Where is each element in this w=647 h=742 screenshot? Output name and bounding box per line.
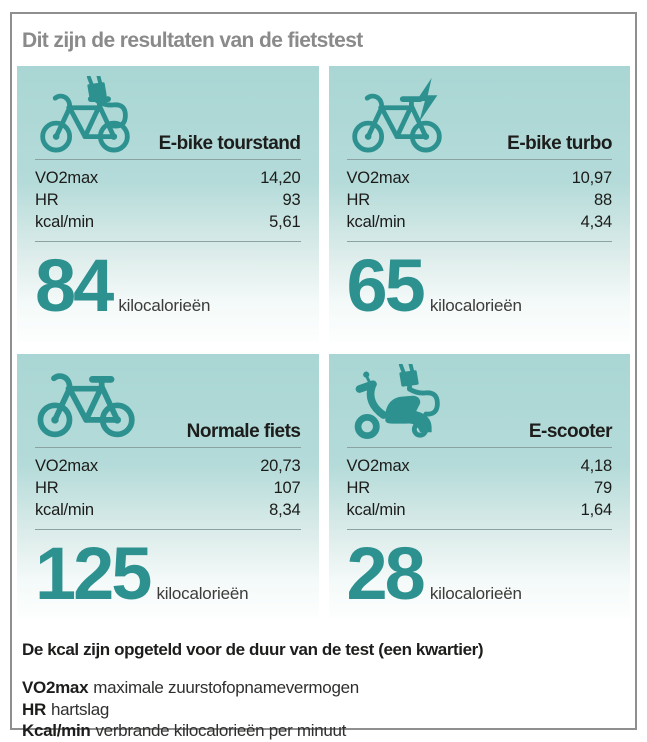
metric-row-hr: HR 107: [35, 477, 301, 499]
metric-label: kcal/min: [35, 501, 94, 519]
card-title: E-scooter: [528, 421, 613, 442]
divider: [35, 447, 301, 448]
result-card-ebike-tourstand: E-bike tourstand VO2max 14,20 HR 93 kcal…: [17, 66, 319, 342]
total-kcal: 125 kilocalorieën: [35, 532, 301, 615]
legend-row-kcalmin: Kcal/min verbrande kilocalorieën per minu…: [22, 720, 625, 742]
total-kcal-unit: kilocalorieën: [118, 296, 211, 315]
card-header: E-bike turbo: [347, 66, 612, 159]
card-title: Normale fiets: [186, 421, 301, 442]
total-kcal-value: 125: [35, 532, 152, 615]
metric-value: 88: [594, 191, 612, 209]
metrics-table: VO2max 10,97 HR 88 kcal/min 4,34: [347, 160, 613, 241]
result-card-normale-fiets: Normale fiets VO2max 20,73 HR 107 kcal/m…: [17, 354, 319, 618]
metric-label: VO2max: [35, 457, 98, 475]
metric-row-vo2max: VO2max 10,97: [347, 167, 613, 189]
metric-label: VO2max: [346, 457, 410, 475]
e-scooter-charging-plug-icon: [347, 362, 447, 441]
divider: [346, 241, 612, 242]
metric-row-vo2max: VO2max 4,18: [347, 455, 613, 477]
metric-row-hr: HR 93: [35, 189, 301, 211]
total-kcal: 28 kilocalorieën: [346, 532, 613, 615]
metric-row-vo2max: VO2max 14,20: [35, 167, 301, 189]
metric-row-hr: HR 88: [347, 189, 613, 211]
divider: [35, 529, 301, 530]
metric-value: 14,20: [260, 169, 301, 187]
e-bike-charging-plug-icon: [35, 74, 135, 153]
metric-value: 8,34: [269, 501, 301, 519]
divider: [346, 447, 612, 448]
card-header: Normale fiets: [35, 354, 301, 447]
metric-label: HR: [346, 479, 371, 497]
divider: [35, 159, 301, 160]
footer: De kcal zijn opgeteld voor de duur van d…: [22, 640, 625, 742]
metric-row-kcalmin: kcal/min 8,34: [35, 499, 301, 521]
metric-value: 10,97: [571, 169, 612, 187]
footnote: De kcal zijn opgeteld voor de duur van d…: [22, 640, 484, 659]
metric-label: HR: [346, 191, 371, 209]
metric-row-hr: HR 79: [347, 477, 613, 499]
legend-term: VO2max: [22, 678, 89, 697]
results-card-grid: E-bike tourstand VO2max 14,20 HR 93 kcal…: [17, 66, 630, 618]
metric-row-kcalmin: kcal/min 5,61: [35, 211, 301, 233]
card-title: E-bike tourstand: [158, 133, 301, 154]
metric-label: VO2max: [35, 169, 98, 187]
legend-term: Kcal/min: [22, 721, 91, 740]
metric-value: 79: [594, 479, 612, 497]
metrics-table: VO2max 20,73 HR 107 kcal/min 8,34: [35, 448, 301, 529]
metric-label: HR: [35, 191, 59, 209]
metric-value: 4,34: [580, 213, 613, 231]
total-kcal-unit: kilocalorieën: [429, 296, 522, 315]
infographic-frame: Dit zijn de resultaten van de fietstest: [10, 12, 637, 740]
total-kcal: 65 kilocalorieën: [346, 244, 613, 327]
metrics-table: VO2max 14,20 HR 93 kcal/min 5,61: [35, 160, 301, 241]
total-kcal-value: 28: [346, 532, 426, 615]
metric-value: 5,61: [269, 213, 301, 231]
total-kcal: 84 kilocalorieën: [35, 244, 301, 327]
legend-definition: verbrande kilocalorieën per minuut: [95, 721, 347, 740]
metric-value: 93: [282, 191, 301, 209]
result-card-ebike-turbo: E-bike turbo VO2max 10,97 HR 88 kcal/min…: [328, 66, 630, 342]
legend-term: HR: [22, 699, 46, 719]
legend-definition: maximale zuurstofopnamevermogen: [93, 678, 359, 697]
metric-label: kcal/min: [346, 213, 406, 231]
metric-row-kcalmin: kcal/min 4,34: [347, 211, 613, 233]
divider: [346, 159, 612, 160]
total-kcal-value: 65: [346, 244, 426, 327]
card-header: E-scooter: [347, 354, 613, 447]
divider: [346, 529, 612, 530]
total-kcal-unit: kilocalorieën: [156, 584, 249, 603]
e-bike-lightning-bolt-icon: [347, 76, 447, 153]
metric-value: 4,18: [580, 457, 613, 475]
metrics-table: VO2max 4,18 HR 79 kcal/min 1,64: [347, 448, 613, 529]
card-title: E-bike turbo: [507, 133, 612, 154]
metric-value: 1,64: [580, 501, 613, 519]
metric-row-kcalmin: kcal/min 1,64: [347, 499, 613, 521]
result-card-escooter: E-scooter VO2max 4,18 HR 79 kcal/min 1,6…: [328, 354, 630, 618]
legend-definition: hartslag: [50, 699, 110, 719]
card-header: E-bike tourstand: [35, 66, 301, 159]
legend: VO2max maximale zuurstofopnamevermogen HR…: [22, 677, 625, 742]
metric-label: HR: [35, 479, 59, 497]
metric-value: 107: [273, 479, 301, 497]
total-kcal-unit: kilocalorieën: [429, 584, 522, 603]
bicycle-icon: [35, 364, 135, 441]
total-kcal-value: 84: [35, 244, 114, 327]
legend-row-vo2max: VO2max maximale zuurstofopnamevermogen: [22, 677, 625, 699]
metric-label: VO2max: [346, 169, 410, 187]
metric-value: 20,73: [260, 457, 301, 475]
legend-row-hr: HR hartslag: [22, 699, 625, 721]
metric-label: kcal/min: [35, 213, 94, 231]
metric-row-vo2max: VO2max 20,73: [35, 455, 301, 477]
metric-label: kcal/min: [346, 501, 406, 519]
page-title: Dit zijn de resultaten van de fietstest: [22, 29, 363, 52]
divider: [35, 241, 301, 242]
